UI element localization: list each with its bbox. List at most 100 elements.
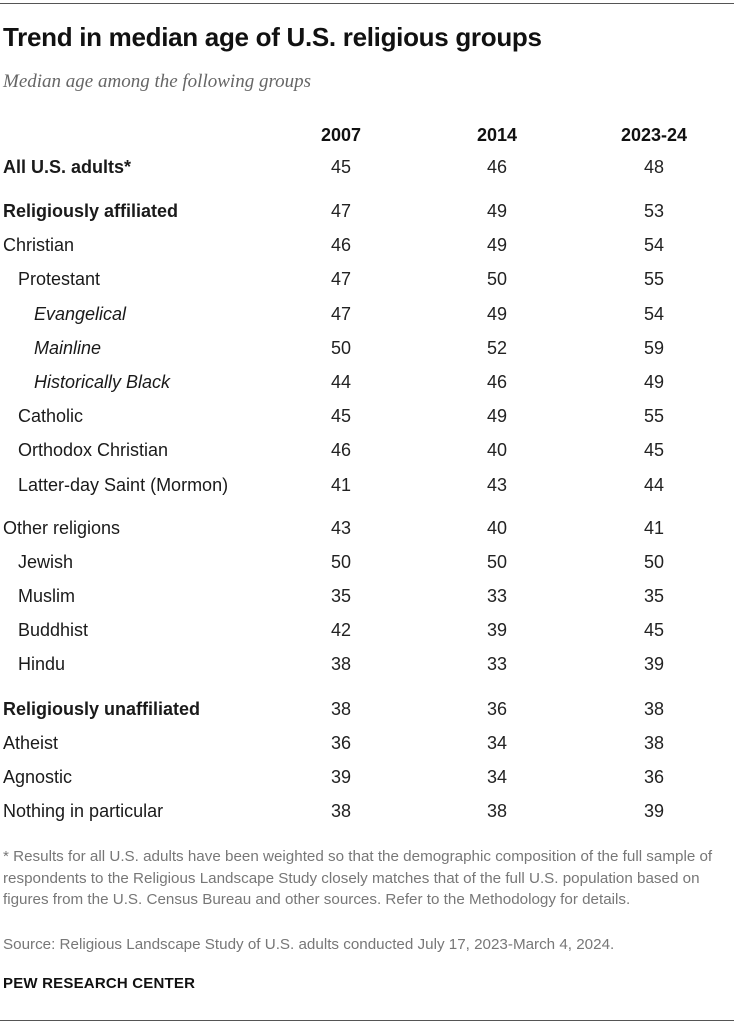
table-row: Religiously unaffiliated 38 36 38	[0, 699, 734, 725]
data-cell: 35	[330, 586, 352, 606]
table-row: Muslim 35 33 35	[0, 586, 734, 612]
data-cell: 46	[330, 235, 352, 255]
data-cell: 42	[330, 620, 352, 640]
row-label: Historically Black	[34, 372, 171, 392]
data-cell: 33	[486, 654, 508, 674]
row-label: Evangelical	[34, 304, 127, 324]
data-cell: 49	[643, 372, 665, 392]
data-cell: 35	[643, 586, 665, 606]
row-label: Hindu	[18, 654, 66, 674]
table-row: Historically Black 44 46 49	[0, 372, 734, 398]
top-rule	[0, 3, 734, 4]
data-cell: 38	[330, 699, 352, 719]
table-row: Mainline 50 52 59	[0, 338, 734, 364]
data-cell: 36	[486, 699, 508, 719]
data-cell: 50	[643, 552, 665, 572]
column-header: 2007	[320, 125, 362, 145]
data-cell: 44	[643, 475, 665, 495]
row-label: Atheist	[3, 733, 59, 753]
data-cell: 38	[486, 801, 508, 821]
row-label: Orthodox Christian	[18, 440, 169, 460]
table-row: Religiously affiliated 47 49 53	[0, 201, 734, 227]
column-header: 2014	[476, 125, 518, 145]
data-cell: 47	[330, 269, 352, 289]
table-row: Buddhist 42 39 45	[0, 620, 734, 646]
row-label: Muslim	[18, 586, 75, 606]
row-label: Jewish	[18, 552, 74, 572]
row-label: Protestant	[18, 269, 101, 289]
data-cell: 55	[643, 406, 665, 426]
table-row: Nothing in particular 38 38 39	[0, 801, 734, 827]
data-cell: 34	[486, 767, 508, 787]
data-cell: 45	[330, 157, 352, 177]
data-cell: 39	[643, 801, 665, 821]
table-row: Agnostic 39 34 36	[0, 767, 734, 793]
data-cell: 52	[486, 338, 508, 358]
data-cell: 36	[330, 733, 352, 753]
data-cell: 36	[643, 767, 665, 787]
table-row: Catholic 45 49 55	[0, 406, 734, 432]
data-cell: 43	[486, 475, 508, 495]
data-cell: 39	[330, 767, 352, 787]
row-label: Religiously unaffiliated	[3, 699, 201, 719]
data-cell: 38	[643, 699, 665, 719]
table-row: Latter-day Saint (Mormon) 41 43 44	[0, 475, 734, 501]
data-cell: 45	[643, 440, 665, 460]
row-label: Religiously affiliated	[3, 201, 179, 221]
column-header: 2023-24	[620, 125, 688, 145]
row-label: Agnostic	[3, 767, 73, 787]
data-cell: 49	[486, 406, 508, 426]
row-label: All U.S. adults*	[3, 157, 132, 177]
data-cell: 34	[486, 733, 508, 753]
footnote: * Results for all U.S. adults have been …	[3, 848, 713, 909]
data-cell: 50	[486, 269, 508, 289]
data-cell: 46	[486, 157, 508, 177]
data-cell: 40	[486, 440, 508, 460]
table-row: Hindu 38 33 39	[0, 654, 734, 680]
row-label: Mainline	[34, 338, 102, 358]
data-cell: 54	[643, 235, 665, 255]
data-cell: 44	[330, 372, 352, 392]
data-cell: 50	[486, 552, 508, 572]
row-label: Catholic	[18, 406, 84, 426]
source-note: Source: Religious Landscape Study of U.S…	[3, 936, 615, 953]
chart-title: Trend in median age of U.S. religious gr…	[3, 22, 542, 52]
row-label: Other religions	[3, 518, 121, 538]
data-cell: 33	[486, 586, 508, 606]
data-cell: 38	[330, 654, 352, 674]
data-cell: 41	[330, 475, 352, 495]
data-cell: 47	[330, 201, 352, 221]
table-row: Other religions 43 40 41	[0, 518, 734, 544]
data-cell: 47	[330, 304, 352, 324]
data-cell: 50	[330, 338, 352, 358]
chart-subtitle: Median age among the following groups	[3, 71, 312, 92]
data-cell: 49	[486, 235, 508, 255]
data-cell: 49	[486, 201, 508, 221]
data-cell: 50	[330, 552, 352, 572]
data-cell: 59	[643, 338, 665, 358]
data-cell: 46	[330, 440, 352, 460]
data-cell: 40	[486, 518, 508, 538]
data-cell: 38	[330, 801, 352, 821]
organization-name: PEW RESEARCH CENTER	[3, 975, 196, 992]
data-cell: 48	[643, 157, 665, 177]
row-label: Nothing in particular	[3, 801, 164, 821]
row-label: Latter-day Saint (Mormon)	[18, 475, 229, 495]
data-cell: 45	[643, 620, 665, 640]
table-row: Orthodox Christian 46 40 45	[0, 440, 734, 466]
table-row: Protestant 47 50 55	[0, 269, 734, 295]
data-cell: 53	[643, 201, 665, 221]
table-row: Jewish 50 50 50	[0, 552, 734, 578]
data-cell: 49	[486, 304, 508, 324]
data-cell: 39	[486, 620, 508, 640]
row-label: Buddhist	[18, 620, 89, 640]
data-cell: 41	[643, 518, 665, 538]
data-cell: 45	[330, 406, 352, 426]
table-row: Christian 46 49 54	[0, 235, 734, 261]
data-cell: 54	[643, 304, 665, 324]
table-row: Evangelical 47 49 54	[0, 304, 734, 330]
data-cell: 55	[643, 269, 665, 289]
table-row: Atheist 36 34 38	[0, 733, 734, 759]
data-cell: 39	[643, 654, 665, 674]
data-cell: 38	[643, 733, 665, 753]
